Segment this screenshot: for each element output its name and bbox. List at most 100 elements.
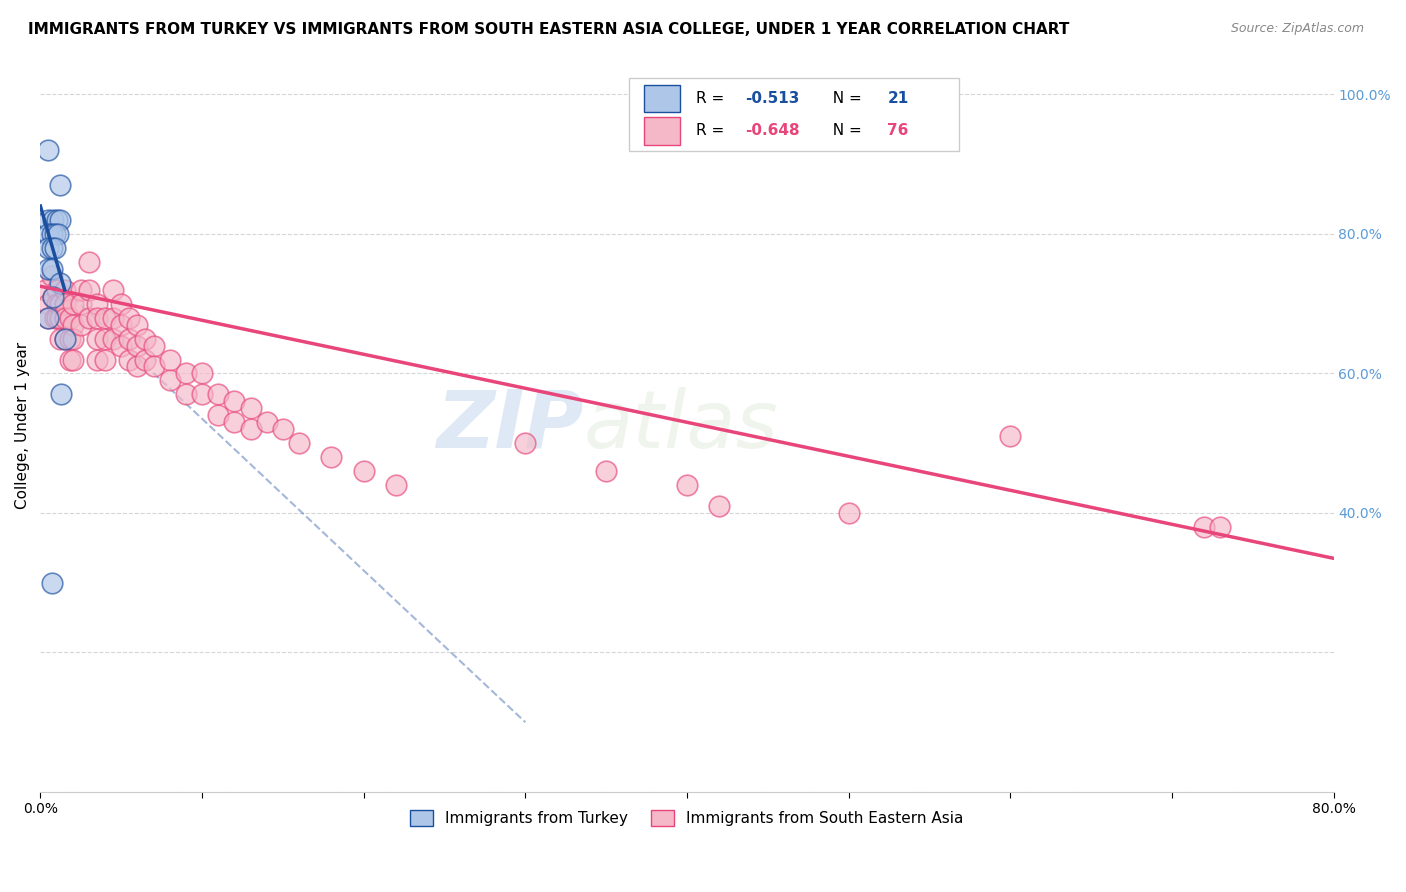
Point [41,268,63,283]
Point [37,143,59,157]
Point [86,296,108,310]
Point [41,575,63,590]
Text: atlas: atlas [583,387,779,465]
Text: N =: N = [823,123,866,138]
Text: Source: ZipAtlas.com: Source: ZipAtlas.com [1230,22,1364,36]
Point [101,310,124,325]
Point [595,464,617,478]
Text: N =: N = [823,91,866,106]
Bar [644,117,681,145]
Point [94,310,117,325]
Legend: Immigrants from Turkey, Immigrants from South Eastern Asia: Immigrants from Turkey, Immigrants from … [401,801,973,836]
Bar [628,78,959,151]
Point [69,318,91,332]
Point [58,352,80,367]
Point [110,338,132,352]
Point [46,227,69,241]
Point [49,178,72,193]
Point [37,227,59,241]
Text: 76: 76 [887,123,908,138]
Point [53,332,76,346]
Point [37,310,59,325]
Point [174,367,197,381]
Point [101,283,124,297]
Point [134,332,156,346]
Text: -0.513: -0.513 [745,91,800,106]
Point [515,436,537,450]
Point [51,387,73,401]
Point [86,352,108,367]
Point [676,478,699,492]
Point [37,261,59,276]
Point [134,352,156,367]
Point [174,387,197,401]
Point [239,401,262,416]
Text: R =: R = [696,123,730,138]
Point [53,332,76,346]
Point [62,296,84,310]
Point [127,338,149,352]
Point [191,367,214,381]
Point [321,450,343,465]
Point [69,296,91,310]
Point [37,213,59,227]
Point [77,283,100,297]
Point [385,478,408,492]
Text: 21: 21 [887,91,908,106]
Point [45,213,67,227]
Point [49,310,72,325]
Point [94,352,117,367]
Point [118,352,141,367]
Point [45,296,67,310]
Point [69,283,91,297]
Point [49,213,72,227]
Point [288,436,311,450]
Point [44,310,66,325]
Point [709,499,731,513]
Y-axis label: College, Under 1 year: College, Under 1 year [15,343,30,509]
Text: IMMIGRANTS FROM TURKEY VS IMMIGRANTS FROM SOUTH EASTERN ASIA COLLEGE, UNDER 1 YE: IMMIGRANTS FROM TURKEY VS IMMIGRANTS FRO… [28,22,1070,37]
Point [86,332,108,346]
Point [142,338,165,352]
Point [207,409,229,423]
Point [42,213,65,227]
Point [271,422,294,436]
Point [224,394,246,409]
Point [62,318,84,332]
Point [58,332,80,346]
Point [101,332,124,346]
Point [239,422,262,436]
Point [110,296,132,310]
Point [37,241,59,255]
Point [838,506,860,520]
Point [41,241,63,255]
Point [191,387,214,401]
Point [53,310,76,325]
Point [42,290,65,304]
Point [77,255,100,269]
Point [127,359,149,374]
Point [42,290,65,304]
Point [1192,520,1215,534]
Point [207,387,229,401]
Point [127,318,149,332]
Point [41,261,63,276]
Point [224,415,246,429]
Point [353,464,375,478]
Point [62,332,84,346]
Point [45,283,67,297]
Point [58,310,80,325]
Point [86,310,108,325]
Point [1000,429,1022,443]
Point [41,227,63,241]
Text: -0.648: -0.648 [745,123,800,138]
Point [110,318,132,332]
Point [62,352,84,367]
Point [49,276,72,290]
Point [53,296,76,310]
Point [159,374,181,388]
Point [49,296,72,310]
Point [45,310,67,325]
Point [159,352,181,367]
Point [142,359,165,374]
